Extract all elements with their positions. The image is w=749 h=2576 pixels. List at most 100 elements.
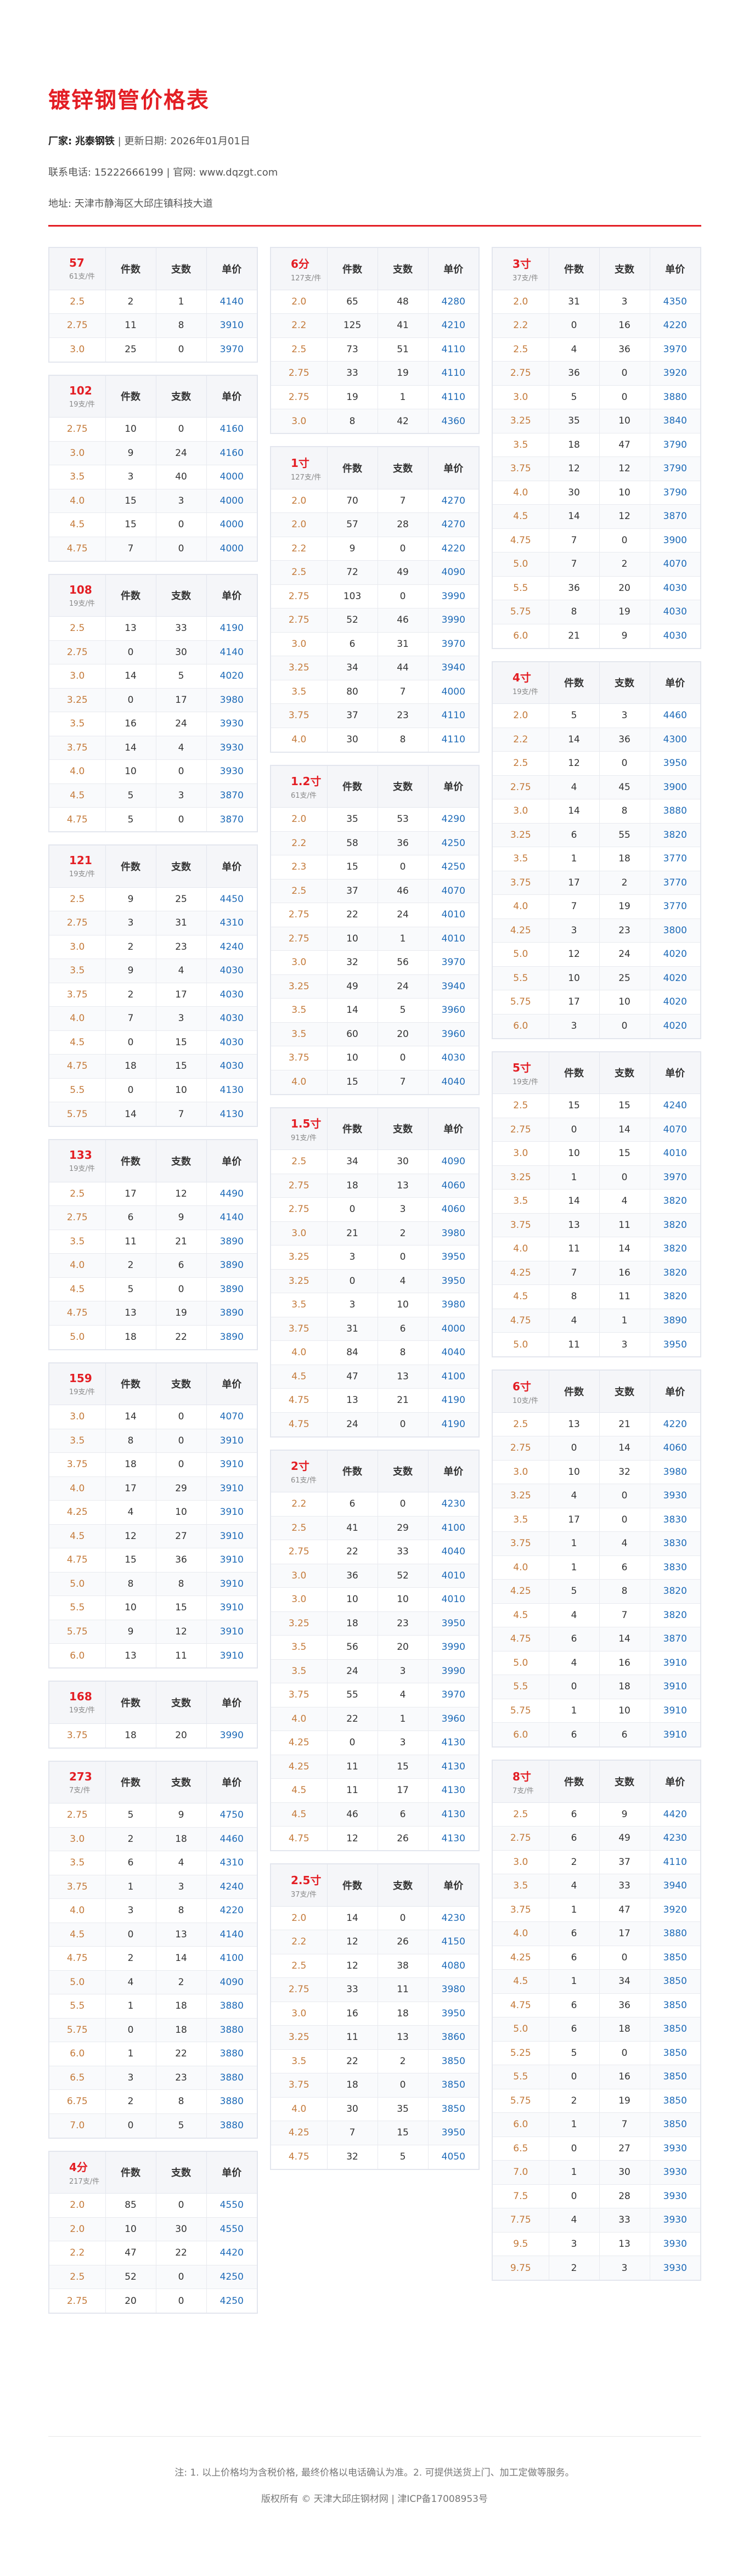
- pieces-cell: 1: [549, 1555, 600, 1580]
- spec-cell: 2.0: [49, 2217, 106, 2241]
- table-row: 5.75 9 12 3910: [49, 1620, 257, 1644]
- header-pieces: 件数: [105, 845, 156, 888]
- price-cell: 3930: [206, 759, 257, 784]
- pieces-cell: 17: [549, 1508, 600, 1532]
- table-row: 3.5 56 20 3990: [271, 1635, 478, 1660]
- table-row: 3.0 10 10 4010: [271, 1587, 478, 1612]
- table-row: 3.25 0 4 3950: [271, 1269, 478, 1293]
- update-date: 2026年01月01日: [170, 136, 250, 147]
- price-cell: 3940: [428, 656, 478, 680]
- spec-cell: 4.25: [493, 1946, 549, 1970]
- price-cell: 4290: [428, 807, 478, 832]
- header-pieces: 件数: [105, 375, 156, 418]
- header-price: 单价: [206, 1682, 257, 1724]
- price-cell: 4350: [650, 290, 700, 314]
- table-row: 2.2 0 16 4220: [493, 313, 700, 338]
- table-row: 4.5 12 27 3910: [49, 1524, 257, 1548]
- per-piece-label: 19支/件: [69, 1388, 95, 1396]
- price-cell: 3820: [650, 1579, 700, 1604]
- header-pieces: 件数: [327, 1108, 378, 1150]
- header-count: 支数: [156, 2151, 207, 2194]
- count-cell: 24: [156, 441, 207, 465]
- pieces-cell: 47: [327, 1365, 378, 1389]
- table-header-size: 121 19支/件: [49, 845, 106, 888]
- spec-cell: 2.2: [49, 2241, 106, 2265]
- pieces-cell: 14: [549, 1189, 600, 1214]
- table-row: 5.0 12 24 4020: [493, 942, 700, 967]
- table-row: 5.5 10 15 3910: [49, 1596, 257, 1620]
- table-row: 5.25 5 0 3850: [493, 2041, 700, 2065]
- count-cell: 10: [599, 409, 650, 433]
- price-cell: 4140: [206, 290, 257, 314]
- price-cell: 4360: [428, 409, 478, 433]
- table-row: 6.5 0 27 3930: [493, 2137, 700, 2161]
- price-table: 6寸 10支/件 件数 支数 单价 2.5 13 21 4220 2.75 0 14 4060 3.0 10…: [492, 1369, 701, 1748]
- price-cell: 3930: [650, 2137, 700, 2161]
- table-row: 4.5 0 15 4030: [49, 1030, 257, 1055]
- table-row: 2.2 58 36 4250: [271, 831, 478, 855]
- price-cell: 3870: [219, 814, 244, 825]
- header-count: 支数: [599, 1761, 650, 1803]
- pieces-cell: 18: [105, 1452, 156, 1477]
- pieces-cell: 6: [549, 1993, 600, 2017]
- pieces-cell: 0: [105, 1078, 156, 1102]
- pieces-cell: 5: [105, 783, 156, 808]
- pieces-cell: 11: [549, 1332, 600, 1356]
- table-row: 3.25 1 0 3970: [493, 1165, 700, 1190]
- count-cell: 14: [599, 1436, 650, 1461]
- count-cell: 22: [156, 1325, 207, 1349]
- spec-cell: 3.5: [271, 1659, 328, 1683]
- pieces-cell: 8: [327, 409, 378, 433]
- pieces-cell: 22: [327, 2049, 378, 2073]
- pieces-cell: 25: [105, 337, 156, 362]
- price-cell: 4100: [428, 1365, 478, 1389]
- column-middle: 6分 127支/件 件数 支数 单价 2.0 65 48 4280 2.2 125 41 4210 2.5…: [270, 247, 480, 2182]
- pieces-cell: 33: [327, 1977, 378, 2002]
- per-piece-label: 61支/件: [69, 273, 95, 281]
- price-cell: 3950: [428, 1269, 478, 1293]
- table-row: 3.75 12 12 3790: [493, 456, 700, 481]
- header-pieces: 件数: [549, 248, 600, 290]
- spec-cell: 4.75: [49, 1548, 106, 1572]
- count-cell: 4: [156, 1851, 207, 1875]
- price-cell: 4230: [650, 1826, 700, 1851]
- spec-cell: 4.0: [493, 481, 549, 505]
- count-cell: 0: [378, 1492, 429, 1517]
- pieces-cell: 13: [549, 1412, 600, 1436]
- pieces-cell: 21: [549, 624, 600, 648]
- count-cell: 33: [599, 2208, 650, 2233]
- table-row: 4.75 13 21 4190: [271, 1388, 478, 1413]
- price-cell: 3870: [650, 504, 700, 529]
- table-row: 3.25 35 10 3840: [493, 409, 700, 433]
- price-cell: 4270: [428, 489, 478, 513]
- price-cell: 4000: [206, 465, 257, 489]
- table-row: 7.5 0 28 3930: [493, 2184, 700, 2208]
- count-cell: 23: [156, 935, 207, 959]
- date-label: | 更新日期:: [117, 136, 167, 147]
- price-cell: 3990: [219, 1730, 244, 1741]
- count-cell: 12: [599, 456, 650, 481]
- spec-cell: 2.5: [271, 879, 328, 903]
- table-row: 3.75 13 11 3820: [493, 1213, 700, 1237]
- header-count: 支数: [599, 248, 650, 290]
- count-cell: 20: [378, 1022, 429, 1046]
- pieces-cell: 1: [549, 1898, 600, 1922]
- table-row: 4.5 46 6 4130: [271, 1802, 478, 1827]
- table-row: 3.75 1 3 4240: [49, 1875, 257, 1899]
- spec-cell: 4.25: [271, 2121, 328, 2145]
- spec-cell: 2.75: [493, 1436, 549, 1461]
- count-cell: 3: [599, 2256, 650, 2280]
- price-cell: 3850: [650, 1969, 700, 1994]
- count-cell: 46: [378, 608, 429, 633]
- size-label: 159: [69, 1371, 92, 1385]
- table-row: 4.5 14 12 3870: [493, 504, 700, 529]
- count-cell: 17: [599, 1921, 650, 1946]
- spec-cell: 5.5: [493, 1675, 549, 1699]
- table-row: 4.5 1 34 3850: [493, 1969, 700, 1994]
- price-cell: 3820: [650, 823, 700, 847]
- price-table: 108 19支/件 件数 支数 单价 2.5 13 33 4190 2.75 0 30 4140 3.0 1…: [48, 573, 258, 832]
- count-cell: 0: [599, 1946, 650, 1970]
- spec-cell: 2.0: [271, 807, 328, 832]
- price-cell: 3930: [650, 2256, 700, 2280]
- table-row: 2.5 13 33 4190: [49, 616, 257, 641]
